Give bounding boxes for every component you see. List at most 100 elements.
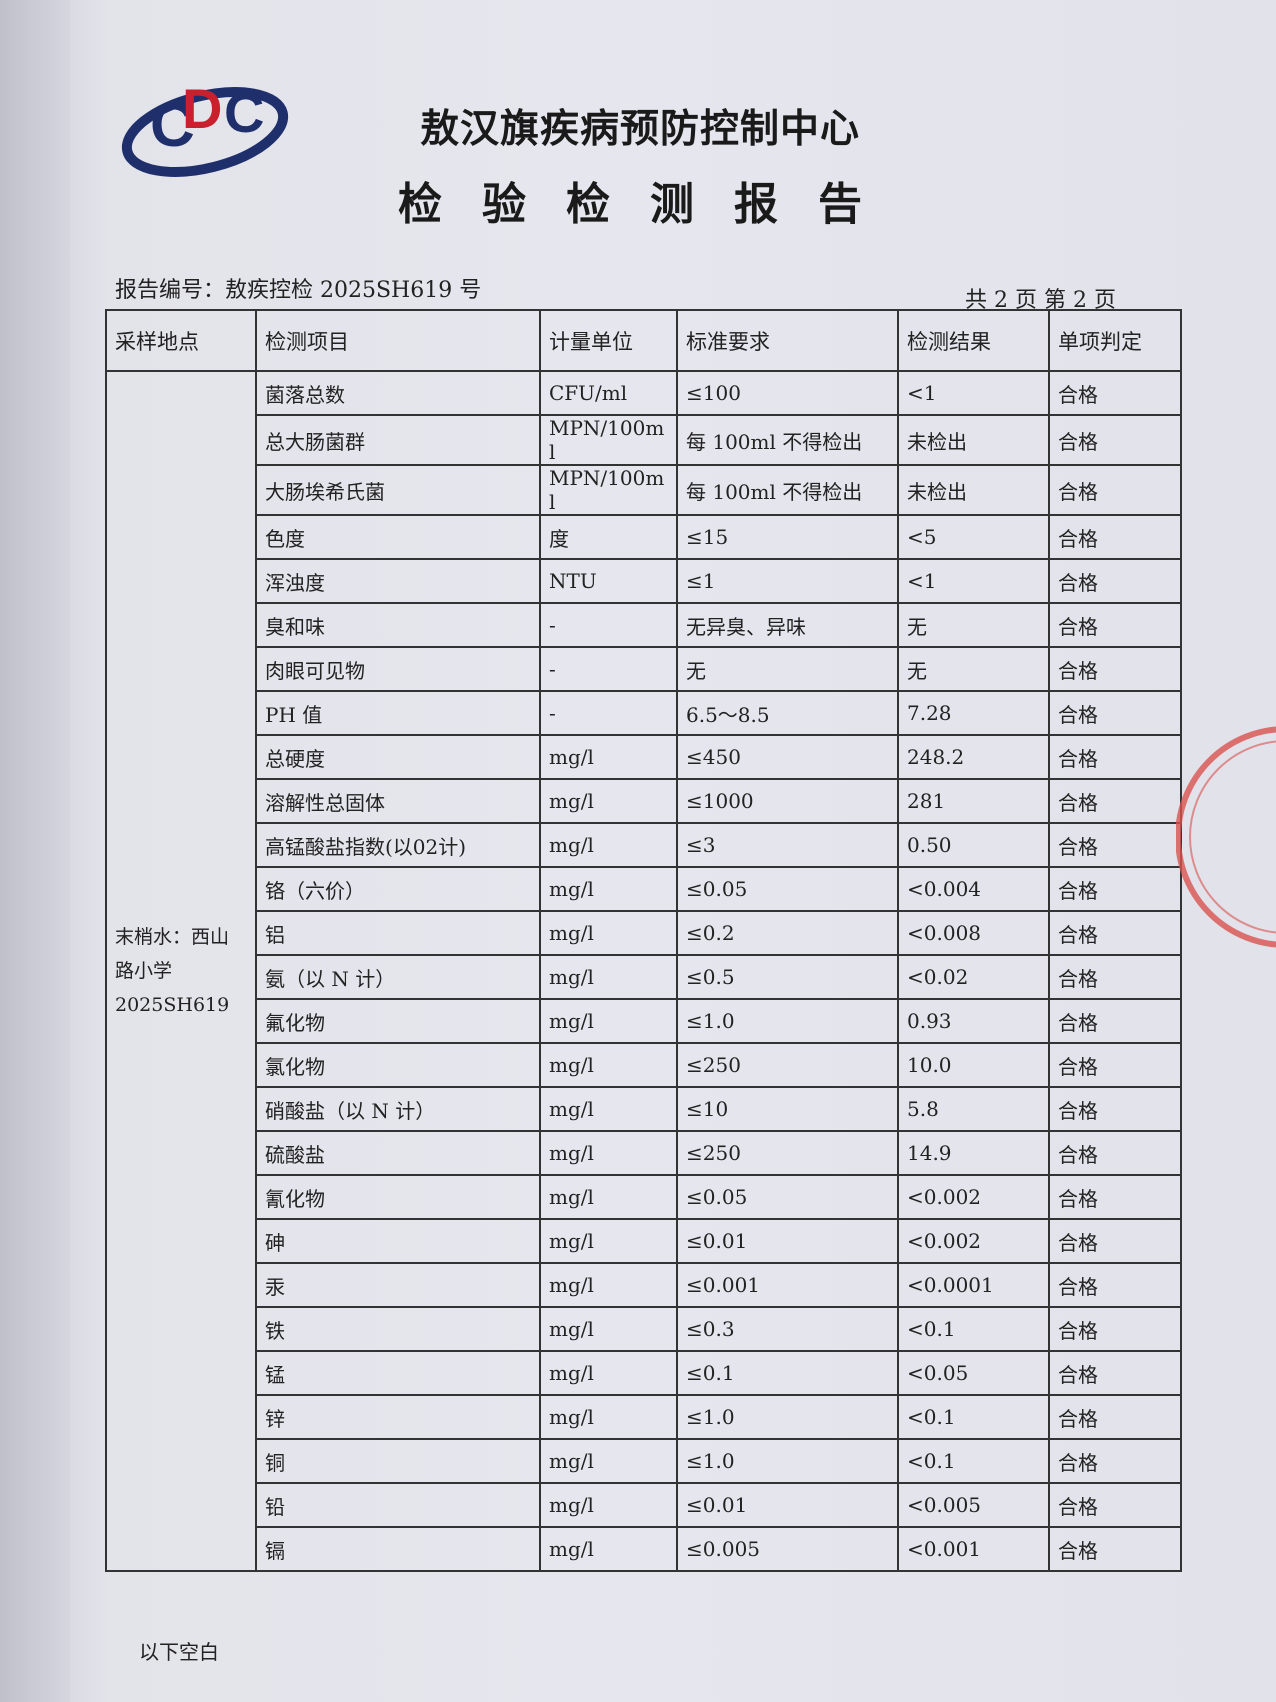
cell-unit: mg/l [539,1306,678,1352]
cell-standard: ≤0.001 [676,1262,899,1308]
cell-result: 0.50 [897,822,1050,868]
cell-standard: ≤0.1 [676,1350,899,1396]
page-fold-shadow [0,0,70,1702]
cell-judgment: 合格 [1048,998,1182,1044]
cell-judgment: 合格 [1048,1262,1182,1308]
cell-unit: mg/l [539,734,678,780]
cell-standard: ≤0.01 [676,1218,899,1264]
cell-unit: NTU [539,558,678,604]
cell-standard: ≤450 [676,734,899,780]
col-item: 检测项目 [255,309,541,372]
table-row: 铝 mg/l ≤0.2 <0.008 合格 [106,910,1182,956]
organization-name: 敖汉旗疾病预防控制中心 [420,106,861,152]
cell-item: 铁 [255,1306,541,1352]
location-line: 路小学 [115,960,173,982]
cdc-logo: C D C [121,77,289,177]
col-location: 采样地点 [105,309,257,372]
cell-unit: mg/l [539,998,678,1044]
table-row: 浑浊度 NTU ≤1 <1 合格 [106,558,1182,604]
cell-result: <0.008 [897,910,1050,956]
cell-item: 硝酸盐（以 N 计） [255,1086,541,1132]
cell-judgment: 合格 [1048,1086,1182,1132]
cell-unit: mg/l [539,1130,678,1176]
cell-item: 锰 [255,1350,541,1396]
cell-judgment: 合格 [1048,1482,1182,1528]
cell-result: 248.2 [897,734,1050,780]
cell-item: 总硬度 [255,734,541,780]
cell-result: <1 [897,370,1050,416]
cell-item: 菌落总数 [255,370,541,416]
cell-result: <0.001 [897,1526,1050,1572]
cell-unit: mg/l [539,1174,678,1220]
cell-judgment: 合格 [1048,910,1182,956]
cell-judgment: 合格 [1048,1042,1182,1088]
cell-item: 氟化物 [255,998,541,1044]
table-row: 臭和味 - 无异臭、异味无合格 [106,602,1182,648]
cell-standard: 无 [676,646,899,692]
cell-item: 锌 [255,1394,541,1440]
cell-judgment: 合格 [1048,1130,1182,1176]
cell-standard: ≤1.0 [676,1394,899,1440]
cell-judgment: 合格 [1048,866,1182,912]
table-row: PH 值 -6.5～8.5 7.28 合格 [106,690,1182,736]
cell-result: 未检出 [897,464,1050,516]
cell-standard: ≤100 [676,370,899,416]
cell-unit: 度 [539,514,678,560]
cell-standard: ≤0.05 [676,1174,899,1220]
cell-unit: mg/l [539,1262,678,1308]
cell-unit: mg/l [539,1394,678,1440]
cell-judgment: 合格 [1048,646,1182,692]
table-row: 肉眼可见物 - 无无合格 [106,646,1182,692]
cell-unit: mg/l [539,1086,678,1132]
cell-item: 铅 [255,1482,541,1528]
col-judgment: 单项判定 [1048,309,1182,372]
cell-item: 氰化物 [255,1174,541,1220]
cell-judgment: 合格 [1048,558,1182,604]
cell-standard: ≤1 [676,558,899,604]
table-row: 氯化物 mg/l ≤250 10.0 合格 [106,1042,1182,1088]
cell-judgment: 合格 [1048,1218,1182,1264]
cell-result: <5 [897,514,1050,560]
table-row: 氨（以 N 计） mg/l ≤0.5 <0.02 合格 [106,954,1182,1000]
cell-item: 高锰酸盐指数(以02计) [255,822,541,868]
cell-standard: ≤1000 [676,778,899,824]
cell-result: <0.0001 [897,1262,1050,1308]
cell-result: <0.1 [897,1438,1050,1484]
cell-result: 无 [897,646,1050,692]
cell-judgment: 合格 [1048,1350,1182,1396]
cell-standard: ≤1.0 [676,998,899,1044]
table-row: 总硬度 mg/l ≤450 248.2 合格 [106,734,1182,780]
table-row: 铜 mg/l ≤1.0 <0.1 合格 [106,1438,1182,1484]
cell-item: 肉眼可见物 [255,646,541,692]
cell-unit: - [539,646,678,692]
cell-unit: mg/l [539,910,678,956]
location-line: 末梢水：西山 [115,926,230,948]
cell-result: <0.02 [897,954,1050,1000]
table-row: 砷 mg/l ≤0.01 <0.002 合格 [106,1218,1182,1264]
cell-judgment: 合格 [1048,822,1182,868]
cell-unit: mg/l [539,822,678,868]
table-row: 硝酸盐（以 N 计） mg/l ≤10 5.8 合格 [106,1086,1182,1132]
cell-item: 氨（以 N 计） [255,954,541,1000]
col-result: 检测结果 [897,309,1050,372]
cell-unit: mg/l [539,1350,678,1396]
table-row: 铅 mg/l ≤0.01 <0.005 合格 [106,1482,1182,1528]
cell-item: 浑浊度 [255,558,541,604]
cell-standard: 无异臭、异味 [676,602,899,648]
cell-standard: ≤0.005 [676,1526,899,1572]
cell-item: 汞 [255,1262,541,1308]
table-row: 色度度 ≤15 <5 合格 [106,514,1182,560]
cell-standard: ≤3 [676,822,899,868]
cell-judgment: 合格 [1048,464,1182,516]
cell-item: 臭和味 [255,602,541,648]
cell-unit: MPN/100ml [539,414,678,466]
cell-standard: ≤0.2 [676,910,899,956]
cell-judgment: 合格 [1048,778,1182,824]
cell-result: <1 [897,558,1050,604]
cell-standard: 每 100ml 不得检出 [676,414,899,466]
cell-judgment: 合格 [1048,514,1182,560]
cell-unit: - [539,602,678,648]
cell-result: <0.1 [897,1394,1050,1440]
cell-result: <0.005 [897,1482,1050,1528]
cell-judgment: 合格 [1048,734,1182,780]
